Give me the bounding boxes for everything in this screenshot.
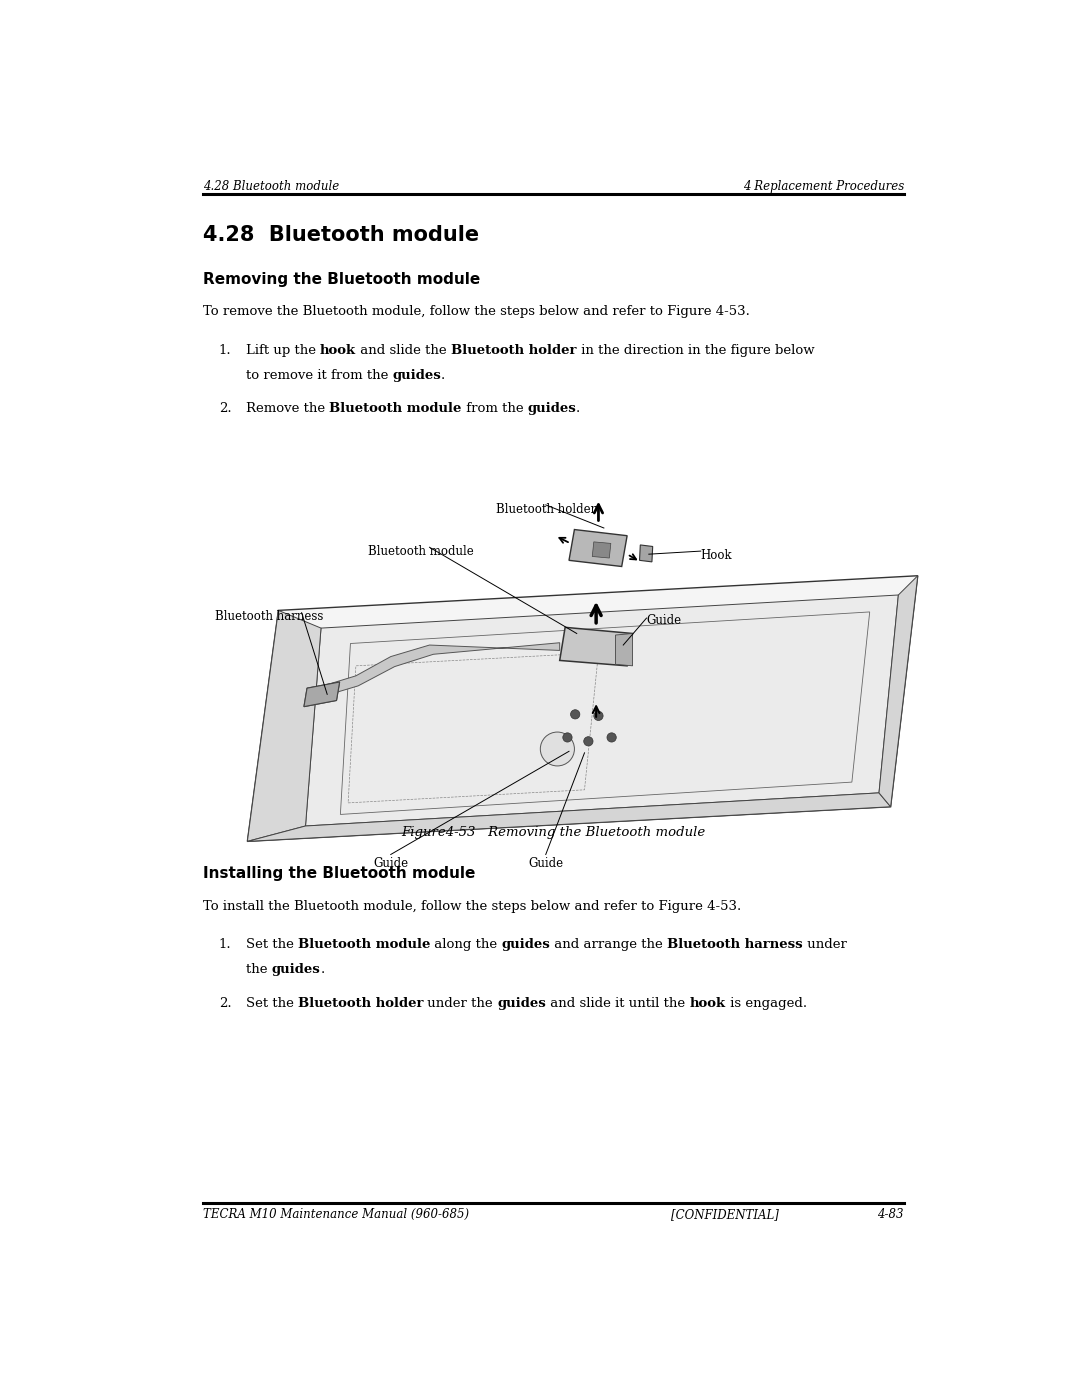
Text: 4.28 Bluetooth module: 4.28 Bluetooth module [203, 180, 339, 193]
Text: To install the Bluetooth module, follow the steps below and refer to Figure 4-53: To install the Bluetooth module, follow … [203, 900, 742, 912]
Text: Bluetooth harness: Bluetooth harness [215, 610, 323, 623]
Text: Bluetooth holder: Bluetooth holder [298, 997, 423, 1010]
Text: and slide the: and slide the [356, 344, 451, 358]
Text: 1.: 1. [218, 939, 231, 951]
Text: Bluetooth holder: Bluetooth holder [496, 503, 596, 515]
Circle shape [594, 711, 603, 721]
Text: Set the: Set the [246, 997, 298, 1010]
Text: [CONFIDENTIAL]: [CONFIDENTIAL] [671, 1208, 779, 1221]
Text: .: . [442, 369, 445, 381]
Text: the: the [246, 963, 271, 977]
Text: Bluetooth module: Bluetooth module [329, 402, 461, 415]
Text: and arrange the: and arrange the [551, 939, 667, 951]
Text: .: . [321, 963, 325, 977]
Text: Bluetooth harness: Bluetooth harness [667, 939, 804, 951]
Polygon shape [326, 643, 559, 696]
Circle shape [607, 733, 617, 742]
Text: guides: guides [392, 369, 442, 381]
Text: under: under [804, 939, 847, 951]
Text: to remove it from the: to remove it from the [246, 369, 392, 381]
Text: guides: guides [497, 997, 546, 1010]
Text: guides: guides [271, 963, 321, 977]
Polygon shape [592, 542, 611, 557]
Text: along the: along the [430, 939, 502, 951]
Text: from the: from the [461, 402, 527, 415]
Text: hook: hook [689, 997, 726, 1010]
Text: Lift up the: Lift up the [246, 344, 320, 358]
Text: Removing the Bluetooth module: Removing the Bluetooth module [203, 271, 481, 286]
Circle shape [583, 736, 593, 746]
Polygon shape [247, 610, 321, 841]
Polygon shape [559, 627, 633, 666]
Text: Bluetooth holder: Bluetooth holder [451, 344, 577, 358]
Text: Figure4-53   Removing the Bluetooth module: Figure4-53 Removing the Bluetooth module [402, 826, 705, 840]
Circle shape [570, 710, 580, 719]
Text: Set the: Set the [246, 939, 298, 951]
Text: To remove the Bluetooth module, follow the steps below and refer to Figure 4-53.: To remove the Bluetooth module, follow t… [203, 306, 751, 319]
Text: is engaged.: is engaged. [726, 997, 807, 1010]
Polygon shape [879, 576, 918, 806]
Text: 2.: 2. [218, 402, 231, 415]
Polygon shape [569, 529, 627, 567]
Text: guides: guides [502, 939, 551, 951]
Text: Guide: Guide [528, 856, 564, 870]
Text: guides: guides [527, 402, 577, 415]
Text: Bluetooth module: Bluetooth module [367, 545, 473, 557]
Text: 4 Replacement Procedures: 4 Replacement Procedures [743, 180, 904, 193]
Text: Guide: Guide [647, 615, 681, 627]
Polygon shape [306, 595, 899, 826]
Text: and slide it until the: and slide it until the [546, 997, 689, 1010]
Text: 1.: 1. [218, 344, 231, 358]
Text: Guide: Guide [374, 856, 408, 870]
Polygon shape [247, 576, 918, 841]
Text: TECRA M10 Maintenance Manual (960-685): TECRA M10 Maintenance Manual (960-685) [203, 1208, 470, 1221]
Text: under the: under the [423, 997, 497, 1010]
Polygon shape [639, 545, 652, 562]
Text: Remove the: Remove the [246, 402, 329, 415]
Text: 4.28  Bluetooth module: 4.28 Bluetooth module [203, 225, 480, 246]
Circle shape [563, 733, 572, 742]
Polygon shape [616, 633, 633, 666]
Text: .: . [577, 402, 580, 415]
Text: Bluetooth module: Bluetooth module [298, 939, 430, 951]
Text: Installing the Bluetooth module: Installing the Bluetooth module [203, 866, 475, 882]
Text: in the direction in the figure below: in the direction in the figure below [577, 344, 814, 358]
Text: hook: hook [320, 344, 356, 358]
Polygon shape [303, 682, 339, 707]
Text: 2.: 2. [218, 997, 231, 1010]
Text: Hook: Hook [701, 549, 732, 562]
Polygon shape [247, 793, 891, 841]
Text: 4-83: 4-83 [877, 1208, 904, 1221]
Circle shape [540, 732, 575, 766]
